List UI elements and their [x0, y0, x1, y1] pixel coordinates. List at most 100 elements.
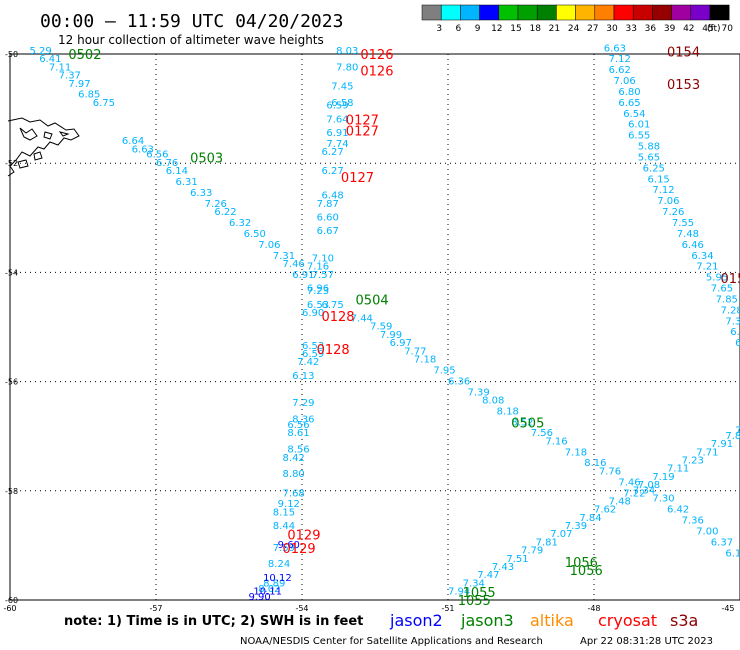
wave-height-label: 6.14 [166, 166, 188, 177]
wave-height-label: 7.80 [336, 62, 358, 73]
wave-height-label: 10.11 [253, 587, 282, 598]
wave-height-label: 6.75 [321, 300, 343, 311]
wave-height-label: 8.16 [584, 458, 606, 469]
wave-height-label: 7.21 [696, 262, 718, 273]
wave-height-label: 7.18 [565, 447, 587, 458]
y-tick-label: -50 [5, 50, 18, 59]
wave-height-label: 6.56 [146, 150, 168, 161]
pass-number-label: 0127 [346, 124, 379, 139]
colorbar-tick-label: 30 [606, 24, 618, 34]
wave-height-label: 7.11 [667, 464, 689, 475]
axes: -50 -52 -54 -56 -58 -60-60 -57 -54 -51 -48 -45 [3, 50, 734, 613]
y-tick-label: -52 [5, 159, 18, 168]
wave-height-label: 5.95 [706, 273, 728, 284]
wave-height-label: 6.15 [648, 174, 670, 185]
x-tick-label: -51 [441, 604, 454, 613]
wave-height-label: 7.55 [672, 218, 694, 229]
colorbar-swatch [556, 4, 576, 21]
wave-height-label: 7.47 [477, 570, 499, 581]
wave-height-label: 7.18 [414, 354, 436, 365]
footer-note: note: 1) Time is in UTC; 2) SWH is in fe… [64, 614, 363, 629]
wave-height-label: 7.87 [317, 199, 339, 210]
wave-height-label: 8.03 [336, 46, 358, 57]
wave-height-label: 7.06 [657, 196, 679, 207]
wave-height-label: 7.23 [307, 286, 329, 297]
colorbar-swatch [709, 4, 730, 21]
wave-height-label: 6.75 [93, 98, 115, 109]
wave-height-label: 7.59 [273, 543, 295, 554]
colorbar-swatch [460, 4, 480, 21]
pass-labels: 0502050305040505012601260127012701270128… [68, 45, 740, 609]
wave-height-label: 6.96 [307, 284, 329, 295]
wave-height-label: 6.37 [711, 537, 733, 548]
wave-height-label: 7.77 [404, 346, 426, 357]
legend-item-cryosat: cryosat [598, 611, 657, 630]
legend-item-s3a: s3a [670, 611, 698, 630]
wave-height-label: 6.50 [244, 229, 266, 240]
colorbar-swatch [440, 4, 461, 21]
wave-height-label: 7.88 [735, 425, 740, 436]
coastline [7, 117, 80, 177]
wave-height-label: 7.34 [633, 486, 655, 497]
wave-height-label: 6.13 [292, 371, 314, 382]
wave-height-label: 7.57 [312, 270, 334, 281]
wave-height-label: 6.33 [190, 188, 212, 199]
colorbar-tick-label: 9 [475, 24, 481, 34]
wave-height-label: 7.11 [49, 62, 71, 73]
colorbar-tick-label: 36 [645, 24, 657, 34]
pass-number-label: 1056 [565, 556, 598, 571]
colorbar-swatch [479, 4, 500, 21]
wave-height-label: 7.76 [599, 466, 621, 477]
colorbar-tick-label: 24 [568, 24, 580, 34]
wave-height-label: 7.42 [297, 357, 319, 368]
wave-height-label: 7.51 [506, 554, 528, 565]
plot-area: 5.296.417.117.377.976.856.756.646.636.56… [7, 43, 740, 609]
wave-height-label: 6.76 [156, 158, 178, 169]
wave-height-label: 6.55 [628, 131, 650, 142]
colorbar-swatch [575, 4, 596, 21]
wave-height-label: 7.39 [467, 387, 489, 398]
wave-height-label: 7.07 [550, 529, 572, 540]
colorbar-swatch [517, 4, 538, 21]
pass-number-label: 0504 [356, 294, 389, 309]
wave-height-label: 6.91 [326, 128, 348, 139]
colorbar-tick-label: 12 [491, 24, 502, 34]
x-tick-label: -57 [149, 604, 162, 613]
wave-height-label: 6.32 [229, 218, 251, 229]
wave-height-label: 7.74 [326, 139, 348, 150]
wave-height-label: 7.39 [565, 521, 587, 532]
wave-height-label: 6.62 [609, 65, 631, 76]
pass-number-label: 0505 [511, 417, 544, 432]
wave-height-label: 6.41 [39, 54, 61, 65]
colorbar-tick-label: 6 [456, 24, 462, 34]
wave-height-label: 8.56 [287, 445, 309, 456]
wave-height-label: 7.31 [273, 251, 295, 262]
wave-height-label: 6.59 [302, 349, 324, 360]
y-tick-label: -58 [5, 487, 18, 496]
wave-height-label: 7.12 [609, 54, 631, 65]
wave-height-label: 7.59 [370, 322, 392, 333]
colorbar-swatch [632, 4, 653, 21]
x-tick-label: -54 [295, 604, 308, 613]
colorbar-swatch [498, 4, 519, 21]
wave-height-label: 7.06 [613, 76, 635, 87]
colorbar-swatch [613, 4, 634, 21]
wave-height-label: 6.98 [730, 327, 740, 338]
wave-height-label: 6.54 [623, 109, 645, 120]
legend: jason2 jason3 altika cryosat s3a [389, 611, 698, 630]
wave-height-label: 8.89 [263, 578, 285, 589]
pass-number-label: 015 [721, 272, 740, 287]
plot-frame [9, 53, 740, 601]
wave-height-label: 7.23 [682, 456, 704, 467]
colorbar-tick-label: 21 [549, 24, 560, 34]
pass-number-label: 0129 [283, 542, 316, 557]
colorbar-swatch [671, 4, 692, 21]
x-tick-label: -48 [587, 604, 600, 613]
coastline-path [7, 117, 80, 177]
wave-height-label: 7.46 [283, 259, 305, 270]
wave-height-label: 7.12 [652, 185, 674, 196]
wave-height-label: 6.11 [725, 548, 740, 559]
wave-height-label: 7.56 [531, 428, 553, 439]
colorbar-unit: (ft) [707, 24, 721, 34]
